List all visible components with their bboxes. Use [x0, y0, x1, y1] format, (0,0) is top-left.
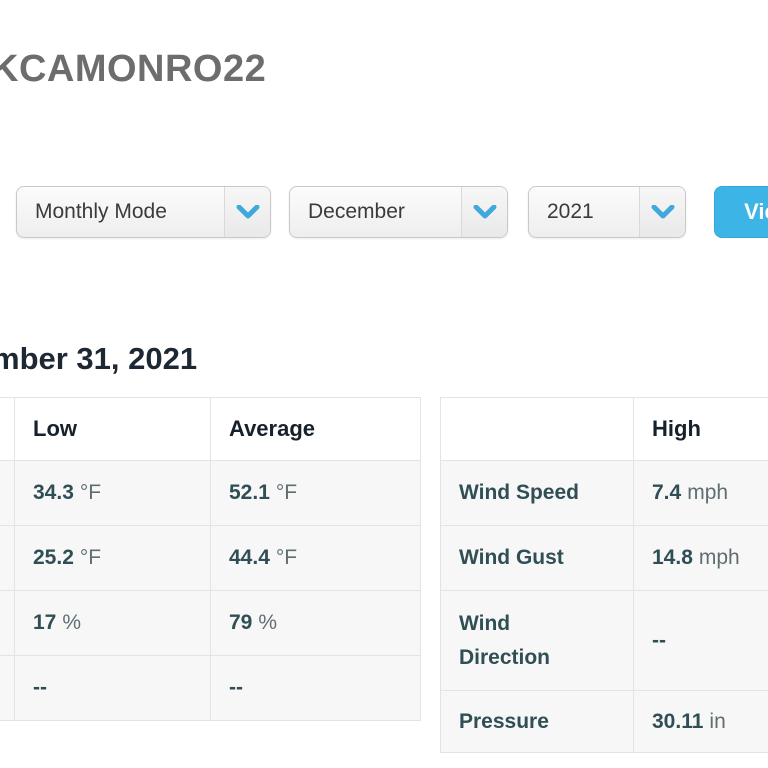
cell-value: 25.2: [33, 546, 74, 569]
table-cell: 17 %: [15, 591, 211, 656]
clipped-column-sliver: [0, 398, 15, 461]
cell-value: 52.1: [229, 481, 270, 504]
row-label: Wind Direction: [441, 591, 634, 691]
cell-value: 7.4: [652, 481, 682, 504]
month-dropdown-value: December: [308, 200, 405, 223]
chevron-down-icon: [461, 187, 507, 237]
cell-value: --: [652, 628, 666, 652]
year-dropdown-value: 2021: [547, 200, 594, 223]
table-cell: 34.3 °F: [15, 461, 211, 526]
cell-value: 17: [33, 611, 57, 634]
table-cell: --: [15, 656, 211, 721]
table-cell: 7.4 mph: [634, 461, 768, 526]
cell-unit: %: [62, 611, 82, 634]
cell-unit: mph: [687, 481, 729, 504]
cell-unit: °F: [79, 546, 102, 569]
mode-dropdown[interactable]: Monthly Mode: [16, 186, 271, 238]
column-header-average: Average: [211, 398, 421, 461]
clipped-cell: [0, 656, 15, 721]
row-label: Pressure: [441, 691, 634, 753]
table-cell: --: [634, 591, 768, 691]
clipped-cell: [0, 461, 15, 526]
cell-value: 44.4: [229, 546, 270, 569]
cell-unit: °F: [275, 481, 298, 504]
cell-unit: °F: [79, 481, 102, 504]
table-cell: 79 %: [211, 591, 421, 656]
table-cell: 44.4 °F: [211, 526, 421, 591]
row-label: Wind Gust: [441, 526, 634, 591]
table-cell: --: [211, 656, 421, 721]
year-dropdown[interactable]: 2021: [528, 186, 686, 238]
cell-unit: in: [709, 709, 726, 733]
column-header-empty: [441, 398, 634, 461]
table-cell: 14.8 mph: [634, 526, 768, 591]
cell-value: 79: [229, 611, 253, 634]
cell-unit: mph: [698, 546, 740, 569]
month-dropdown[interactable]: December: [289, 186, 508, 238]
column-header-low: Low: [15, 398, 211, 461]
clipped-cell: [0, 526, 15, 591]
temperature-table: Low Average 34.3 °F 52.1 °F 25.2 °F 44.4…: [0, 397, 421, 721]
station-title: KCAMONRO22: [0, 48, 267, 90]
chevron-down-icon: [639, 187, 685, 237]
cell-value: 34.3: [33, 481, 74, 504]
table-cell: 25.2 °F: [15, 526, 211, 591]
cell-unit: %: [258, 611, 278, 634]
table-cell: 30.11 in: [634, 691, 768, 753]
cell-value: --: [33, 676, 47, 699]
wind-table: High Wind Speed 7.4 mph Wind Gust 14.8 m…: [440, 397, 768, 753]
cell-value: 30.11: [652, 709, 704, 733]
cell-value: --: [229, 676, 243, 699]
table-cell: 52.1 °F: [211, 461, 421, 526]
clipped-cell: [0, 591, 15, 656]
cell-value: 14.8: [652, 546, 693, 569]
row-label: Wind Speed: [441, 461, 634, 526]
cell-unit: °F: [275, 546, 298, 569]
date-heading: mber 31, 2021: [0, 341, 198, 376]
mode-dropdown-value: Monthly Mode: [35, 200, 167, 223]
column-header-high: High: [634, 398, 768, 461]
chevron-down-icon: [224, 187, 270, 237]
view-button[interactable]: View: [714, 186, 768, 238]
